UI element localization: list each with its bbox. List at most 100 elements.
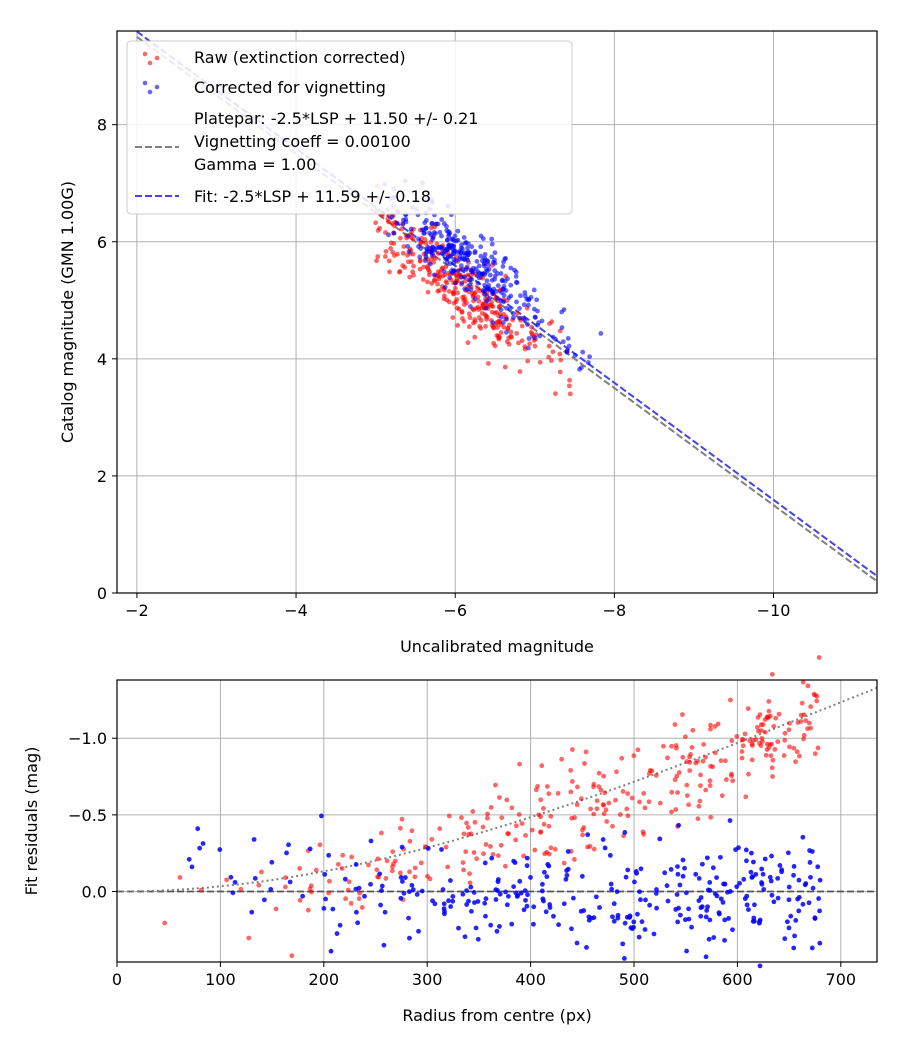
scatter-point — [505, 276, 510, 282]
residual-point — [730, 778, 736, 784]
residual-point — [256, 882, 262, 888]
residual-point — [334, 931, 340, 936]
residual-point — [493, 782, 498, 788]
scatter-point — [483, 305, 489, 311]
residual-point — [186, 856, 192, 862]
bottom-plot-frame — [116, 679, 878, 963]
scatter-point — [560, 339, 566, 345]
residual-point — [538, 797, 544, 803]
scatter-point — [435, 250, 441, 256]
residual-point — [686, 802, 692, 808]
residual-point — [584, 944, 589, 950]
scatter-point — [483, 324, 488, 329]
residual-point — [675, 790, 680, 796]
scatter-point — [549, 319, 555, 325]
residual-point — [546, 863, 552, 869]
residual-point — [784, 919, 790, 925]
residual-point — [686, 906, 691, 912]
residual-point — [177, 875, 183, 880]
residual-point — [544, 784, 550, 789]
residual-point — [286, 842, 291, 848]
scatter-point — [405, 259, 411, 265]
scatter-point — [519, 338, 525, 344]
residual-point — [759, 881, 765, 887]
residual-point — [678, 912, 683, 918]
residual-point — [803, 718, 809, 724]
scatter-point — [468, 286, 474, 292]
scatter-point — [504, 316, 510, 322]
residual-point — [598, 787, 604, 793]
scatter-point — [496, 336, 502, 342]
scatter-point — [426, 267, 431, 273]
residual-point — [624, 806, 630, 812]
residual-point — [638, 897, 643, 903]
residual-point — [791, 945, 797, 951]
residual-point — [801, 712, 807, 718]
residual-point — [493, 897, 499, 902]
residual-point — [647, 902, 653, 908]
residual-point — [779, 869, 784, 875]
y-tick-label: 4 — [97, 350, 107, 369]
residual-point — [446, 813, 452, 819]
scatter-point — [373, 220, 379, 226]
residual-point — [495, 877, 501, 882]
scatter-point — [407, 274, 413, 280]
residual-point — [782, 730, 788, 736]
residual-point — [379, 830, 384, 836]
residual-point — [548, 813, 554, 819]
residual-point — [676, 905, 681, 911]
scatter-point — [559, 309, 565, 315]
residual-point — [518, 890, 524, 896]
scatter-point — [451, 257, 457, 262]
residual-point — [767, 874, 773, 880]
scatter-point — [498, 330, 504, 335]
residual-point — [791, 864, 797, 869]
residual-point — [769, 671, 775, 677]
scatter-point — [525, 345, 531, 351]
residual-point — [723, 758, 728, 764]
residual-point — [680, 873, 686, 879]
residual-point — [769, 892, 775, 898]
scatter-point — [465, 245, 470, 251]
residual-point — [684, 782, 690, 788]
residual-point — [684, 793, 690, 799]
scatter-point — [528, 294, 534, 300]
residual-point — [705, 904, 710, 910]
residual-point — [746, 771, 751, 777]
y-tick-label: 0.0 — [82, 883, 107, 902]
residual-point — [307, 846, 313, 852]
residual-point — [747, 738, 753, 744]
scatter-point — [478, 253, 484, 259]
residual-point — [308, 883, 314, 889]
residual-point — [578, 796, 584, 802]
residual-point — [803, 881, 809, 886]
residual-point — [740, 737, 745, 742]
scatter-point — [444, 280, 450, 286]
residual-point — [771, 723, 777, 729]
scatter-point — [400, 263, 406, 269]
residual-point — [810, 885, 816, 891]
residual-point — [757, 920, 762, 926]
scatter-point — [466, 324, 472, 330]
residual-point — [389, 868, 395, 874]
residual-point — [322, 871, 328, 877]
residual-point — [319, 813, 324, 819]
residual-point — [450, 894, 456, 899]
scatter-point — [515, 310, 520, 316]
scatter-point — [397, 235, 403, 241]
scatter-point — [478, 244, 484, 250]
scatter-point — [397, 269, 403, 274]
residual-point — [390, 849, 396, 855]
residual-point — [749, 743, 755, 748]
residual-point — [440, 887, 446, 892]
scatter-point — [490, 324, 496, 330]
residual-point — [757, 712, 763, 718]
residual-point — [460, 891, 466, 897]
residual-point — [345, 887, 351, 893]
residual-point — [668, 867, 674, 872]
legend-entry-raw: Raw (extinction corrected) — [142, 48, 406, 67]
residual-point — [669, 809, 674, 815]
legend-marker-corrected — [154, 84, 160, 90]
scatter-point — [430, 235, 436, 240]
residual-point — [768, 878, 774, 884]
